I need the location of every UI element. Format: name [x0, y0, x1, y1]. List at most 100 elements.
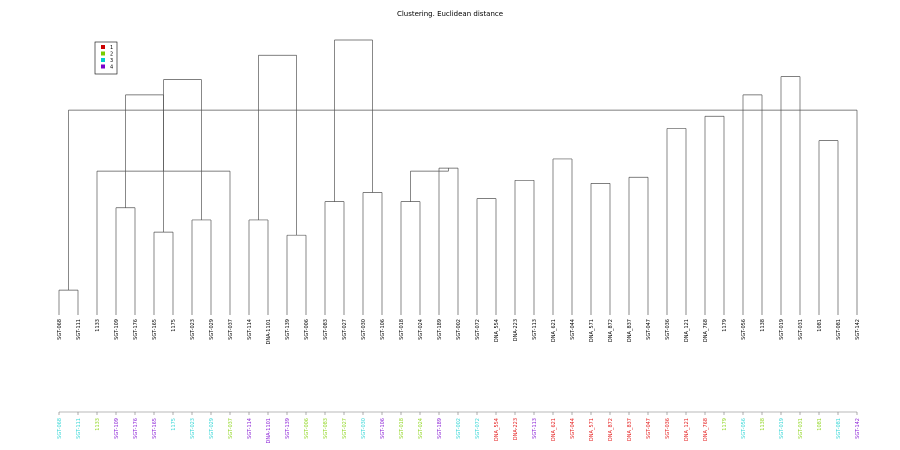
leaf-group-label: 1081: [817, 418, 823, 431]
leaf-label: SGT-109: [114, 319, 120, 340]
leaf-group-label: SGT-139: [285, 418, 291, 439]
leaf-label: SGT-081: [836, 319, 842, 340]
leaf-label: SGT-037: [228, 319, 234, 340]
leaf-label: 1081: [817, 319, 823, 332]
leaf-group-label: SGT-165: [152, 418, 158, 439]
leaf-label: SGT-113: [532, 319, 538, 340]
leaf-label: SGT-083: [323, 319, 329, 340]
leaf-group-label: DNA-223: [513, 418, 519, 440]
leaf-label: SGT-165: [152, 319, 158, 340]
leaf-label: SGT-002: [456, 319, 462, 340]
leaf-group-label: SGT-019: [779, 418, 785, 439]
leaf-group-label: SGT-189: [437, 418, 443, 439]
leaf-label: SGT-031: [798, 319, 804, 340]
leaf-group-label: SGT-036: [665, 418, 671, 439]
leaf-group-label: SGT-111: [76, 418, 82, 439]
leaf-label: SGT-029: [209, 319, 215, 340]
leaf-group-label: SGT-106: [380, 418, 386, 439]
leaf-label: SGT-006: [304, 319, 310, 340]
leaf-label: SGT-056: [741, 319, 747, 340]
leaf-label: DNA_837: [627, 319, 633, 342]
leaf-group-label: SGT-081: [836, 418, 842, 439]
dendrogram-tree: [58, 39, 858, 315]
leaf-label: SGT-068: [57, 319, 63, 340]
leaf-label: DNA_554: [494, 319, 500, 342]
leaf-group-label: DNA_621: [551, 418, 557, 441]
bottom-axis: [58, 411, 858, 415]
leaf-group-label: 1179: [722, 418, 728, 431]
leaf-group-label: SGT-142: [855, 418, 861, 439]
leaf-label: SGT-044: [570, 319, 576, 340]
leaf-group-label: SGT-031: [798, 418, 804, 439]
leaf-group-label: SGT-030: [361, 418, 367, 439]
leaf-label: SGT-018: [399, 319, 405, 340]
leaf-group-label: SGT-006: [304, 418, 310, 439]
leaf-group-label: SGT-176: [133, 418, 139, 439]
leaf-group-label: SGT-018: [399, 418, 405, 439]
leaf-label: SGT-027: [342, 319, 348, 340]
legend-label: 4: [110, 65, 113, 71]
leaf-label: 1133: [95, 319, 101, 332]
leaf-label: SGT-111: [76, 319, 82, 340]
legend-label: 1: [110, 45, 113, 51]
leaf-label: SGT-072: [475, 319, 481, 340]
leaf-label: SGT-019: [779, 319, 785, 340]
leaf-label: SGT-189: [437, 319, 443, 340]
leaf-label: SGT-139: [285, 319, 291, 340]
leaf-label: DNA_621: [551, 319, 557, 342]
leaf-label: DNA_571: [589, 319, 595, 342]
legend-swatch: [101, 45, 105, 49]
leaf-label: SGT-047: [646, 319, 652, 340]
leaf-label: DNA_872: [608, 319, 614, 342]
leaf-group-label: SGT-027: [342, 418, 348, 439]
leaf-group-label: DNA-1101: [266, 418, 272, 443]
legend-swatch: [101, 51, 105, 56]
leaf-group-label: SGT-023: [190, 418, 196, 439]
leaf-group-label: 1138: [760, 418, 766, 431]
leaf-label: SGT-023: [190, 319, 196, 340]
leaf-group-label: SGT-109: [114, 418, 120, 439]
leaf-group-label: 1175: [171, 418, 177, 431]
leaf-label: SGT-030: [361, 319, 367, 340]
legend-label: 2: [110, 52, 113, 58]
leaf-group-label: SGT-083: [323, 418, 329, 439]
leaf-group-label: DNA_121: [684, 418, 690, 441]
leaf-group-label: SGT-024: [418, 418, 424, 439]
leaf-group-label: SGT-072: [475, 418, 481, 439]
legend-label: 3: [110, 58, 113, 64]
leaf-group-label: DNA_554: [494, 418, 500, 441]
leaf-group-label: 1133: [95, 418, 101, 431]
leaf-label: SGT-106: [380, 319, 386, 340]
legend-swatch: [101, 64, 105, 69]
leaf-labels: SGT-068 SGT-068 SGT-111 SGT-111 1133 1133 SGT-…: [57, 319, 861, 443]
leaf-label: SGT-024: [418, 319, 424, 340]
leaf-label: DNA_768: [703, 319, 709, 342]
leaf-label: SGT-142: [855, 319, 861, 340]
leaf-label: SGT-176: [133, 319, 139, 340]
leaf-group-label: SGT-044: [570, 418, 576, 439]
leaf-group-label: SGT-047: [646, 418, 652, 439]
leaf-group-label: SGT-002: [456, 418, 462, 439]
leaf-label: DNA-223: [513, 319, 519, 341]
leaf-group-label: DNA_837: [627, 418, 633, 441]
leaf-group-label: SGT-056: [741, 418, 747, 439]
leaf-group-label: SGT-029: [209, 418, 215, 439]
leaf-label: SGT-036: [665, 319, 671, 340]
leaf-group-label: DNA_571: [589, 418, 595, 441]
leaf-label: 1175: [171, 319, 177, 332]
legend-box: [94, 41, 118, 75]
chart-title: Clustering. Euclidean distance: [397, 10, 503, 18]
leaf-group-label: SGT-068: [57, 418, 63, 439]
legend-swatch: [101, 58, 105, 62]
leaf-group-label: DNA_768: [703, 418, 709, 441]
leaf-group-label: SGT-037: [228, 418, 234, 439]
leaf-group-label: SGT-114: [247, 418, 253, 439]
leaf-label: 1138: [760, 319, 766, 332]
leaf-label: DNA_121: [684, 319, 690, 342]
leaf-label: SGT-114: [247, 319, 253, 340]
leaf-label: 1179: [722, 319, 728, 332]
leaf-label: DNA-1101: [266, 319, 272, 344]
